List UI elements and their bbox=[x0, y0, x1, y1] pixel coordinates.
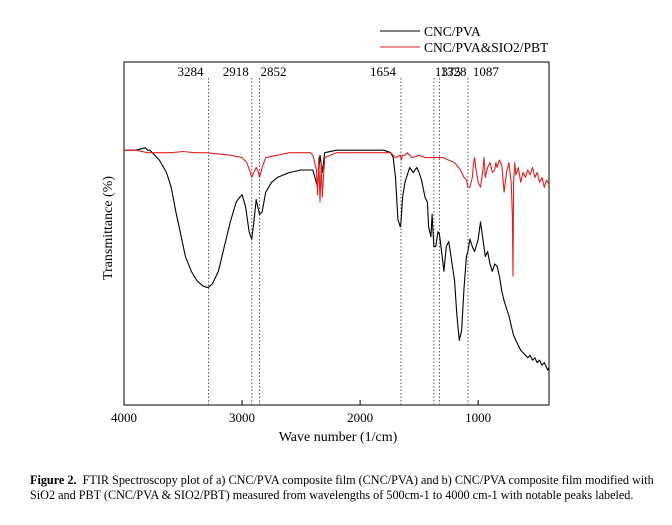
peak-label-1087: 1087 bbox=[473, 64, 500, 79]
peak-label-2852: 2852 bbox=[261, 64, 287, 79]
y-axis-title: Transmittance (%) bbox=[101, 176, 116, 280]
legend-label-cnc-pva-sio2-pbt: CNC/PVA&SIO2/PBT bbox=[424, 40, 549, 55]
x-tick-label-4000: 4000 bbox=[111, 410, 137, 425]
figure-caption-label: Figure 2. bbox=[30, 473, 77, 487]
peak-label-3284: 3284 bbox=[178, 64, 205, 79]
figure-caption: Figure 2. FTIR Spectroscopy plot of a) C… bbox=[30, 473, 660, 503]
ftir-chart: CNC/PVA CNC/PVA&SIO2/PBT 3284 2918 2852 165… bbox=[101, 24, 550, 445]
series-line-cnc-pva bbox=[124, 147, 550, 371]
series-line-cnc-pva-sio2-pbt bbox=[124, 149, 550, 277]
figure-caption-text: FTIR Spectroscopy plot of a) CNC/PVA com… bbox=[30, 473, 654, 502]
legend: CNC/PVA CNC/PVA&SIO2/PBT bbox=[380, 24, 549, 55]
x-axis-title: Wave number (1/cm) bbox=[279, 430, 398, 445]
peak-label-1375: 1375 bbox=[435, 64, 461, 79]
plot-area-frame bbox=[123, 61, 550, 406]
peak-label-1328: 1328 bbox=[440, 64, 466, 79]
legend-label-cnc-pva: CNC/PVA bbox=[424, 24, 481, 39]
series-lines bbox=[124, 147, 550, 371]
peak-label-1654: 1654 bbox=[370, 64, 397, 79]
peak-label-2918: 2918 bbox=[223, 64, 249, 79]
x-axis-ticks: 4000 3000 2000 1000 bbox=[111, 400, 491, 425]
x-tick-label-2000: 2000 bbox=[347, 410, 373, 425]
x-tick-label-3000: 3000 bbox=[229, 410, 255, 425]
x-tick-label-1000: 1000 bbox=[465, 410, 491, 425]
